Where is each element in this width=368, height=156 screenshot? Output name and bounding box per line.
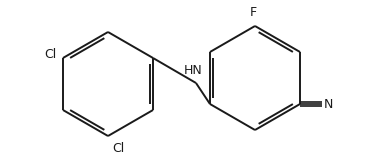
Text: Cl: Cl	[45, 47, 57, 61]
Text: N: N	[324, 98, 333, 110]
Text: F: F	[250, 6, 256, 19]
Text: HN: HN	[184, 64, 202, 77]
Text: Cl: Cl	[112, 142, 124, 155]
